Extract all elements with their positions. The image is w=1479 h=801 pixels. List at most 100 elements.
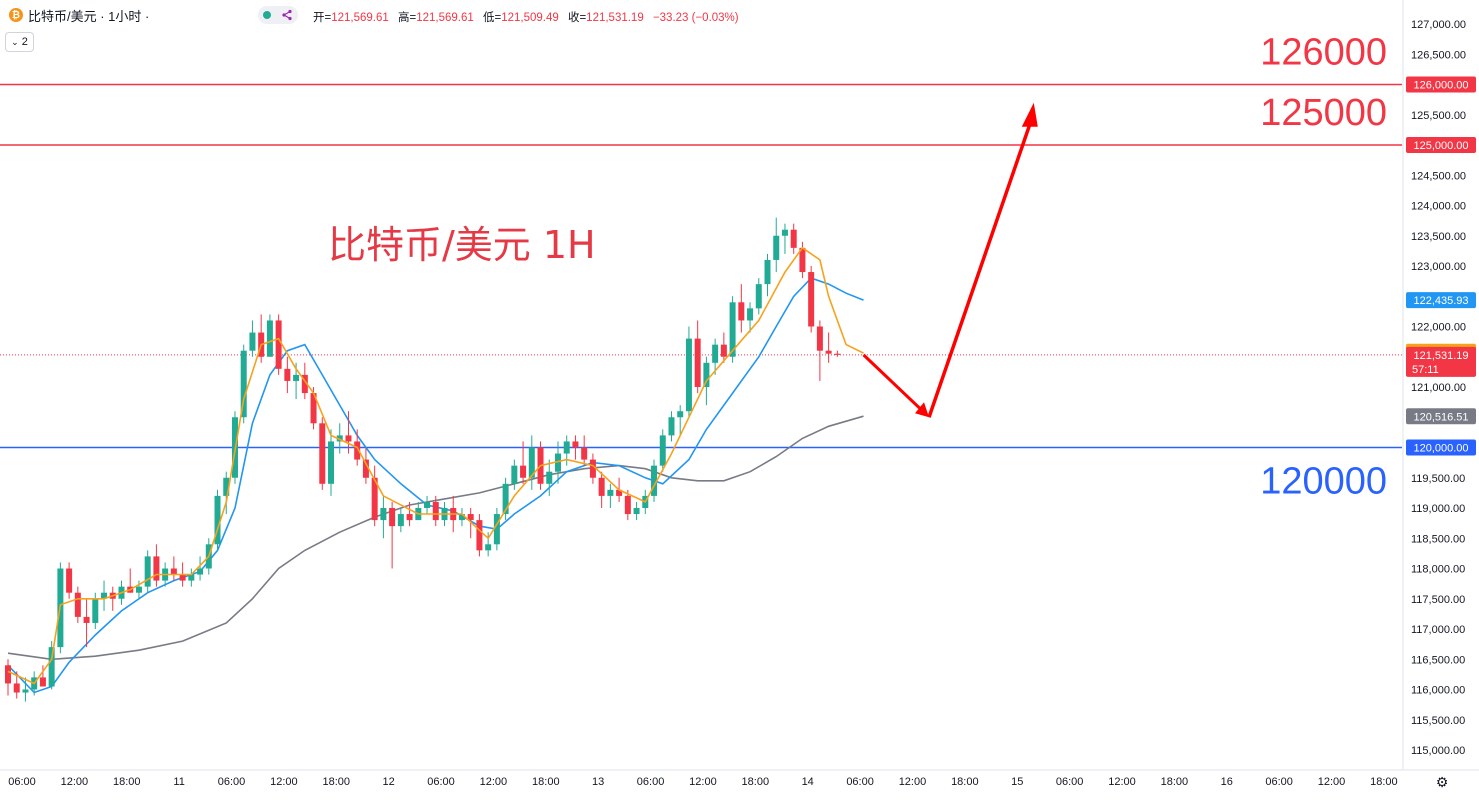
- candle[interactable]: [74, 592, 81, 617]
- candle[interactable]: [712, 344, 719, 363]
- candle[interactable]: [83, 616, 90, 623]
- candle[interactable]: [668, 417, 675, 436]
- candle[interactable]: [66, 568, 73, 593]
- y-tick-label: 124,000.00: [1411, 201, 1466, 213]
- candle[interactable]: [703, 362, 710, 387]
- candle[interactable]: [362, 459, 369, 478]
- candle[interactable]: [188, 574, 195, 581]
- indicator-chip[interactable]: [258, 6, 298, 24]
- candle[interactable]: [336, 435, 343, 442]
- candle[interactable]: [563, 441, 570, 454]
- candle[interactable]: [825, 350, 832, 354]
- candle[interactable]: [572, 441, 579, 448]
- candle[interactable]: [755, 284, 762, 309]
- candle[interactable]: [424, 501, 431, 508]
- candle[interactable]: [345, 435, 352, 442]
- candle[interactable]: [197, 568, 204, 575]
- candle[interactable]: [319, 423, 326, 484]
- candle[interactable]: [589, 459, 596, 478]
- candle[interactable]: [773, 235, 780, 260]
- candle[interactable]: [458, 514, 465, 521]
- share-icon[interactable]: [281, 9, 293, 21]
- candle[interactable]: [266, 320, 273, 357]
- candle[interactable]: [511, 465, 518, 484]
- candle[interactable]: [720, 344, 727, 357]
- y-tick-label: 115,500.00: [1411, 715, 1465, 727]
- candle[interactable]: [554, 453, 561, 472]
- candle[interactable]: [493, 514, 500, 545]
- candle[interactable]: [738, 302, 745, 321]
- candle[interactable]: [685, 338, 692, 412]
- candle[interactable]: [598, 477, 605, 496]
- level-label: 120000: [1260, 461, 1387, 503]
- candle[interactable]: [92, 598, 99, 623]
- candle[interactable]: [144, 556, 151, 587]
- x-tick-label: 11: [173, 776, 184, 788]
- candle[interactable]: [179, 574, 186, 581]
- candle[interactable]: [816, 326, 823, 351]
- candle[interactable]: [310, 393, 317, 424]
- candle[interactable]: [799, 247, 806, 273]
- collapse-indicators-button[interactable]: ⌄ 2: [5, 32, 34, 52]
- candle[interactable]: [135, 586, 142, 593]
- candle[interactable]: [380, 508, 387, 521]
- candle[interactable]: [651, 465, 658, 496]
- candle[interactable]: [624, 495, 631, 515]
- candle[interactable]: [101, 592, 108, 599]
- candle[interactable]: [275, 320, 282, 369]
- candle[interactable]: [581, 447, 588, 460]
- symbol-label[interactable]: 比特币/美元 · 1小时 ·: [28, 8, 150, 24]
- candle[interactable]: [389, 508, 396, 527]
- price-axis[interactable]: [1403, 0, 1479, 770]
- candle[interactable]: [747, 308, 754, 321]
- x-tick-label: 18:00: [323, 776, 351, 788]
- candle[interactable]: [293, 374, 300, 381]
- candle[interactable]: [764, 259, 771, 285]
- candle[interactable]: [371, 477, 378, 521]
- candle[interactable]: [808, 272, 815, 327]
- candle[interactable]: [607, 489, 614, 496]
- y-tick-label: 118,000.00: [1411, 564, 1465, 576]
- candle[interactable]: [406, 514, 413, 521]
- price-tag-text: 122,435.93: [1413, 295, 1468, 307]
- candle[interactable]: [790, 229, 797, 248]
- candle[interactable]: [520, 465, 527, 478]
- candle[interactable]: [633, 508, 640, 515]
- candle[interactable]: [467, 514, 474, 521]
- candle[interactable]: [476, 520, 483, 551]
- gear-icon[interactable]: ⚙: [1435, 774, 1449, 790]
- candle[interactable]: [354, 441, 361, 460]
- candle[interactable]: [39, 677, 46, 687]
- candle[interactable]: [781, 229, 788, 236]
- candle[interactable]: [432, 501, 439, 521]
- candle[interactable]: [240, 350, 247, 418]
- candle[interactable]: [546, 471, 553, 484]
- candle[interactable]: [48, 647, 55, 687]
- candle[interactable]: [13, 683, 20, 693]
- candle[interactable]: [729, 302, 736, 357]
- candle[interactable]: [328, 441, 335, 484]
- candle[interactable]: [616, 489, 623, 496]
- y-tick-label: 126,500.00: [1411, 49, 1466, 61]
- candle[interactable]: [834, 353, 841, 355]
- candle[interactable]: [223, 477, 230, 496]
- candle[interactable]: [170, 568, 177, 575]
- candle[interactable]: [528, 447, 535, 478]
- candle[interactable]: [677, 411, 684, 418]
- candle[interactable]: [284, 368, 291, 381]
- candle[interactable]: [485, 544, 492, 551]
- candle[interactable]: [249, 332, 256, 351]
- candle[interactable]: [214, 495, 221, 545]
- candle[interactable]: [694, 338, 701, 387]
- candle[interactable]: [153, 556, 160, 581]
- candle[interactable]: [397, 514, 404, 527]
- candle[interactable]: [659, 435, 666, 466]
- candle[interactable]: [502, 483, 509, 515]
- level-tag: [1406, 137, 1476, 153]
- x-tick-label: 15: [1011, 776, 1023, 788]
- candle[interactable]: [5, 665, 11, 684]
- candle[interactable]: [301, 374, 308, 394]
- candle[interactable]: [22, 689, 29, 693]
